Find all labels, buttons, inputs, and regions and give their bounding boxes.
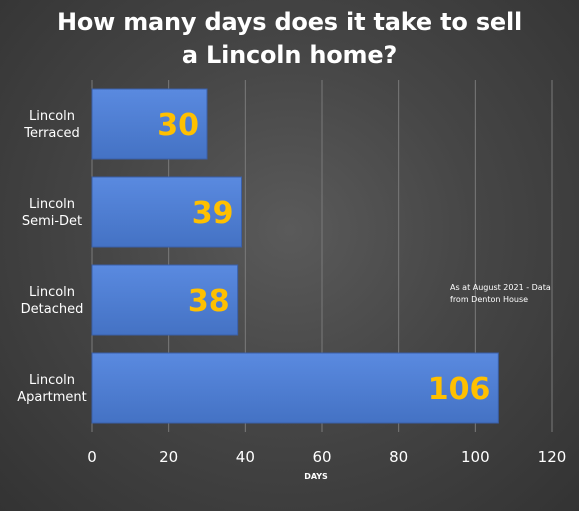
x-tick-label-0: 0 [87, 448, 97, 466]
data-label-lincoln-terraced: 30 [157, 108, 199, 143]
chart-title-line-1: How many days does it take to sell [56, 8, 523, 36]
data-label-lincoln-apartment: 106 [428, 372, 491, 407]
data-label-lincoln-detached: 38 [188, 284, 230, 319]
x-tick-label-100: 100 [461, 448, 490, 466]
x-tick-label-20: 20 [159, 448, 178, 466]
x-tick-label-80: 80 [389, 448, 408, 466]
bar-lincoln-semi-det [91, 176, 242, 248]
category-label-lincoln-detached: Lincoln Detached [21, 285, 84, 317]
bar-lincoln-detached [91, 264, 239, 336]
category-label-lincoln-apartment: Lincoln Apartment [17, 373, 87, 405]
source-annotation: As at August 2021 - Data from Denton Hous… [450, 283, 551, 304]
labels: 0 20 40 60 80 100 120 Lincoln Terraced 30 Lincoln S… [17, 108, 566, 481]
bars [91, 88, 499, 424]
x-tick-label-120: 120 [538, 448, 567, 466]
x-axis-title: DAYS [304, 472, 328, 481]
bar-lincoln-apartment [91, 352, 499, 424]
bar-lincoln-terraced [91, 88, 208, 160]
x-tick-label-40: 40 [236, 448, 255, 466]
category-label-lincoln-semi-det: Lincoln Semi-Det [22, 197, 82, 229]
x-tick-label-60: 60 [312, 448, 331, 466]
category-label-lincoln-terraced: Lincoln Terraced [23, 109, 80, 141]
chart-title-line-2: a Lincoln home? [181, 41, 398, 69]
data-label-lincoln-semi-det: 39 [192, 196, 234, 231]
chart-title: How many days does it take to sell a Lin… [0, 6, 579, 72]
